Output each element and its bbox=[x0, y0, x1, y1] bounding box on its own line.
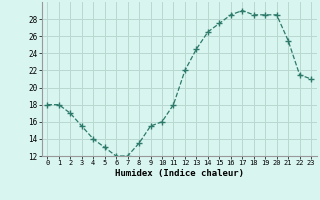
X-axis label: Humidex (Indice chaleur): Humidex (Indice chaleur) bbox=[115, 169, 244, 178]
